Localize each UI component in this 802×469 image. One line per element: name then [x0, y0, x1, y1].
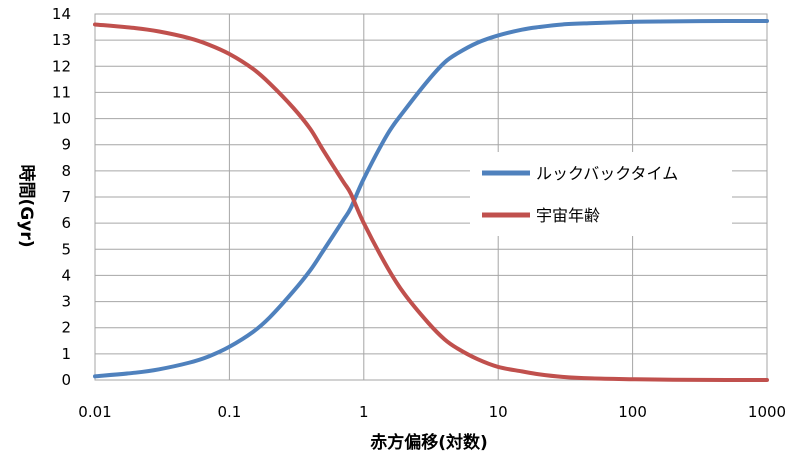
- series-layer: [93, 19, 769, 383]
- legend: ルックバックタイム 宇宙年齢: [470, 152, 732, 236]
- x-tick-label: 0.01: [78, 403, 111, 421]
- y-tick-label: 6: [61, 214, 71, 232]
- legend-label-lookback: ルックバックタイム: [536, 164, 678, 183]
- x-tick-label: 100: [618, 403, 647, 421]
- plot-border: [94, 13, 768, 381]
- y-tick-label: 9: [61, 136, 71, 154]
- y-axis-title: 時間(Gyr): [16, 165, 37, 248]
- y-tick-label: 8: [61, 162, 71, 180]
- x-axis-title: 赤方偏移(対数): [370, 432, 488, 453]
- y-tick-label: 14: [52, 5, 71, 23]
- plot-area: [94, 13, 768, 381]
- y-tick-label: 13: [52, 31, 71, 49]
- y-tick-label: 5: [61, 240, 71, 258]
- legend-label-age: 宇宙年齢: [536, 206, 600, 225]
- y-tick-label: 7: [61, 188, 71, 206]
- legend-background: [470, 152, 732, 236]
- y-tick-label: 10: [52, 110, 71, 128]
- x-tick-label: 1: [359, 403, 369, 421]
- y-tick-label: 11: [52, 83, 71, 101]
- x-tick-label: 10: [489, 403, 508, 421]
- y-tick-label: 3: [61, 293, 71, 311]
- x-tick-label: 0.1: [217, 403, 241, 421]
- y-tick-label: 0: [61, 371, 71, 389]
- y-tick-label: 1: [61, 345, 71, 363]
- y-tick-label: 2: [61, 319, 71, 337]
- y-tick-label: 12: [52, 57, 71, 75]
- series-line-1: [93, 22, 769, 383]
- series-line-0: [93, 19, 769, 379]
- x-tick-label: 1000: [748, 403, 786, 421]
- x-axis-ticks: 0.01 0.1 1 10 100 1000: [78, 403, 786, 421]
- y-tick-label: 4: [61, 266, 71, 284]
